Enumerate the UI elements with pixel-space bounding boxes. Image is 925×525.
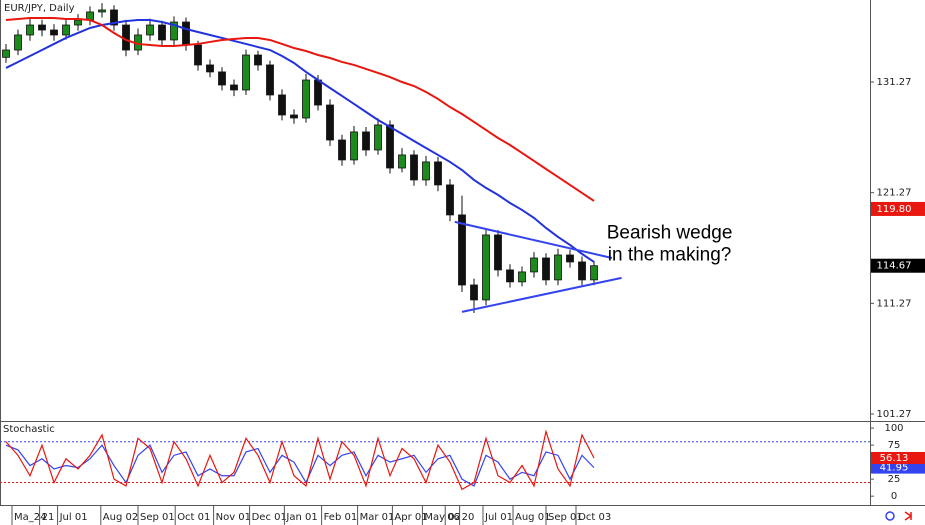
value-label: 41.95 <box>880 463 909 474</box>
x-tick-label: Nov 01 <box>216 512 251 523</box>
candle-body <box>38 24 46 31</box>
annotation: Bearish wedge <box>607 222 733 243</box>
candle-body <box>86 11 94 21</box>
candle-body <box>74 19 82 26</box>
candle-body <box>290 114 298 119</box>
line-series <box>5 19 595 263</box>
candle-body <box>554 254 562 281</box>
candle-body <box>170 21 178 41</box>
y-tick-label: 0 <box>891 491 897 502</box>
line-series <box>5 444 595 487</box>
price-label: 114.67 <box>877 261 912 272</box>
y-tick-label: 75 <box>888 440 901 451</box>
x-tick-label: 20 <box>462 512 475 523</box>
candle-body <box>266 64 274 96</box>
candle-body <box>506 269 514 283</box>
x-tick-label: Jan 01 <box>285 512 317 523</box>
candle-body <box>542 257 550 281</box>
price-label-box <box>871 201 925 216</box>
candle-body <box>98 9 106 13</box>
x-tick-label: Aug 02 <box>103 512 138 523</box>
y-tick-label: 131.27 <box>877 77 912 88</box>
candle-body <box>50 29 58 36</box>
trend-line <box>461 276 622 313</box>
candle-body <box>146 24 154 36</box>
candle-body <box>398 154 406 169</box>
candle-body <box>530 257 538 273</box>
x-tick-label: Sep 01 <box>548 512 583 523</box>
line-series <box>5 17 595 202</box>
x-tick-label: Oct 03 <box>578 512 611 523</box>
candle-body <box>110 9 118 26</box>
candle-body <box>338 139 346 161</box>
x-tick-label: Feb 01 <box>324 512 358 523</box>
candle-body <box>314 79 322 106</box>
candle-body <box>278 94 286 116</box>
value-label: 56.13 <box>880 453 909 464</box>
price-label-box <box>871 258 925 273</box>
candle-body <box>230 84 238 91</box>
candle-body <box>590 265 598 281</box>
icon[interactable] <box>885 511 895 521</box>
candle-body <box>206 64 214 73</box>
x-tick-label: Jul 01 <box>484 512 513 523</box>
candle-body <box>2 49 10 58</box>
candle-body <box>62 24 70 36</box>
icon[interactable] <box>904 511 913 521</box>
y-tick-label: 121.27 <box>877 188 912 199</box>
x-tick-label: Oct 01 <box>177 512 210 523</box>
x-tick-label: Aug 01 <box>515 512 550 523</box>
y-tick-label: 101.27 <box>877 409 912 420</box>
x-tick-label: Mar 01 <box>360 512 395 523</box>
chart-title: EUR/JPY, Daily <box>4 3 75 14</box>
candle-body <box>578 261 586 281</box>
candle-body <box>446 184 454 216</box>
x-tick-label: May 02 <box>424 512 461 523</box>
value-label-box <box>871 451 925 464</box>
candle-body <box>374 124 382 151</box>
price-label: 119.80 <box>877 204 912 215</box>
candle-body <box>326 104 334 141</box>
trend-line <box>454 220 613 259</box>
candle-body <box>518 271 526 283</box>
panel-title: Stochastic <box>3 424 55 435</box>
x-tick-label: Sep 01 <box>140 512 175 523</box>
candle-body <box>350 131 358 161</box>
x-tick-label: 21 <box>42 512 55 523</box>
x-tick-label: Jul 01 <box>59 512 88 523</box>
x-tick-label: Ma_24 <box>14 512 46 523</box>
toolbar-icons[interactable] <box>885 511 913 521</box>
candle-body <box>218 71 226 86</box>
candle-body <box>158 24 166 41</box>
candle-body <box>14 34 22 51</box>
candle-body <box>182 21 190 46</box>
candle-body <box>26 24 34 36</box>
x-tick-label: Apr 01 <box>394 512 427 523</box>
candle-body <box>494 234 502 271</box>
candle-body <box>194 44 202 66</box>
candle-body <box>482 234 490 301</box>
candle-body <box>242 54 250 91</box>
candle-body <box>434 161 442 186</box>
candle-body <box>302 79 310 119</box>
candle-body <box>362 131 370 151</box>
candle-body <box>410 154 418 181</box>
y-tick-label: 25 <box>888 474 901 485</box>
value-label-box <box>871 461 925 474</box>
x-tick-label: Dec 01 <box>252 512 287 523</box>
line-series <box>5 429 595 491</box>
candle-body <box>254 54 262 66</box>
candle-body <box>386 124 394 169</box>
y-tick-label: 100 <box>884 423 903 434</box>
y-tick-label: 111.27 <box>877 298 912 309</box>
candle-body <box>566 254 574 263</box>
annotation: in the making? <box>608 244 732 265</box>
x-tick-label: 06 <box>447 512 460 523</box>
candle-body <box>422 161 430 181</box>
candle-body <box>470 284 478 301</box>
candle-body <box>458 214 466 286</box>
